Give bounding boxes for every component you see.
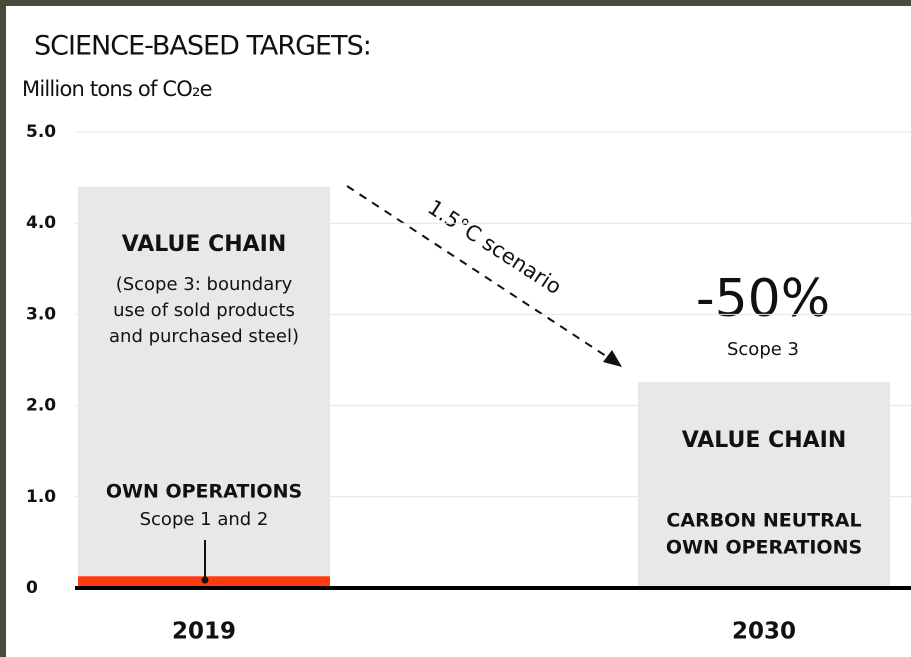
y-tick-label: 0: [26, 578, 38, 598]
x-tick-label: 2030: [732, 619, 796, 645]
page: SCIENCE-BASED TARGETS: Million tons of C…: [0, 0, 911, 657]
note-line: CARBON NEUTRAL: [666, 510, 861, 532]
y-axis-label: Million tons of CO₂e: [22, 77, 212, 101]
y-tick-label: 2.0: [26, 396, 56, 416]
chart: SCIENCE-BASED TARGETS: Million tons of C…: [0, 0, 911, 657]
segment-label: VALUE CHAIN: [122, 232, 287, 257]
note-line: (Scope 3: boundary: [116, 274, 293, 295]
segment-label: OWN OPERATIONS: [106, 481, 302, 503]
note-line: use of sold products: [113, 300, 295, 321]
reduction-label: -50%: [696, 269, 830, 329]
note-line: Scope 1 and 2: [140, 509, 269, 530]
chart-title: SCIENCE-BASED TARGETS:: [34, 31, 371, 62]
segment-label: VALUE CHAIN: [682, 428, 847, 453]
y-tick-label: 3.0: [26, 304, 56, 324]
x-tick-label: 2019: [172, 619, 236, 645]
reduction-scope: Scope 3: [727, 339, 799, 360]
y-tick-label: 1.0: [26, 487, 56, 507]
note-line: and purchased steel): [109, 326, 299, 347]
y-tick-label: 4.0: [26, 213, 56, 233]
pointer-dot: [202, 577, 209, 584]
y-tick-label: 5.0: [26, 122, 56, 142]
note-line: OWN OPERATIONS: [666, 537, 862, 559]
